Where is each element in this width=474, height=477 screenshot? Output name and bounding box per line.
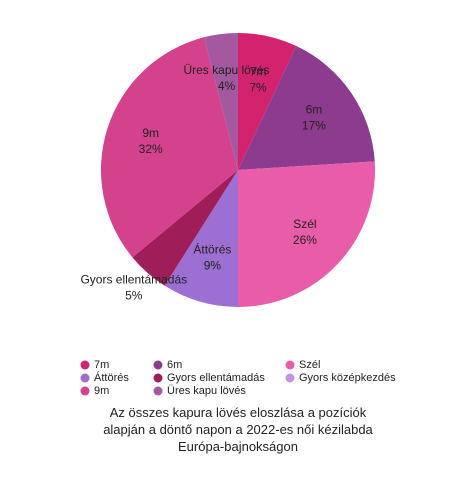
pie-slice bbox=[164, 170, 238, 307]
slice-label: Üres kapu lövés bbox=[183, 63, 269, 77]
pie-slice bbox=[132, 170, 238, 286]
legend-label: Üres kapu lövés bbox=[167, 385, 246, 397]
slice-value: 4% bbox=[218, 79, 236, 93]
chart: 7m 7% 6m 17% Szél 26% Áttörés 9% Gyors ellentáma… bbox=[80, 33, 396, 397]
legend-marker bbox=[153, 373, 163, 383]
legend-marker bbox=[80, 386, 90, 396]
slice-value: 9% bbox=[204, 258, 222, 272]
pie-slice bbox=[100, 37, 238, 258]
legend-label: 7m bbox=[94, 359, 109, 371]
slice-label: Szél bbox=[293, 217, 316, 231]
slice-label: Gyors ellentámadás bbox=[80, 272, 187, 286]
legend-marker bbox=[80, 373, 90, 383]
legend-label: 6m bbox=[167, 359, 182, 371]
slice-value: 5% bbox=[125, 288, 143, 302]
slice-label: 7m bbox=[250, 65, 267, 79]
legend-marker bbox=[153, 386, 163, 396]
legend-marker bbox=[153, 360, 163, 370]
pie-slice bbox=[238, 161, 376, 307]
slice-label: Áttörés bbox=[193, 241, 231, 256]
legend-marker bbox=[80, 360, 90, 370]
legend-label: Szél bbox=[299, 359, 320, 371]
legend-label: Gyors ellentámadás bbox=[167, 372, 265, 384]
legend-marker bbox=[285, 360, 295, 370]
legend-label: 9m bbox=[94, 385, 109, 397]
pie-slice bbox=[203, 33, 238, 170]
slice-label: 6m bbox=[306, 103, 323, 117]
chart-title: Az összes kapura lövés eloszlása a pozíc… bbox=[103, 405, 373, 454]
pie-slice bbox=[238, 46, 375, 170]
slice-value: 26% bbox=[293, 233, 317, 247]
legend-label: Áttörés bbox=[94, 371, 129, 384]
slice-value: 7% bbox=[249, 81, 267, 95]
pie-slice bbox=[238, 33, 297, 170]
slice-value: 32% bbox=[139, 142, 163, 156]
slice-value: 17% bbox=[302, 119, 326, 133]
legend-label: Gyors középkezdés bbox=[299, 372, 396, 384]
slice-label: 9m bbox=[142, 126, 159, 140]
legend-marker bbox=[285, 373, 295, 383]
